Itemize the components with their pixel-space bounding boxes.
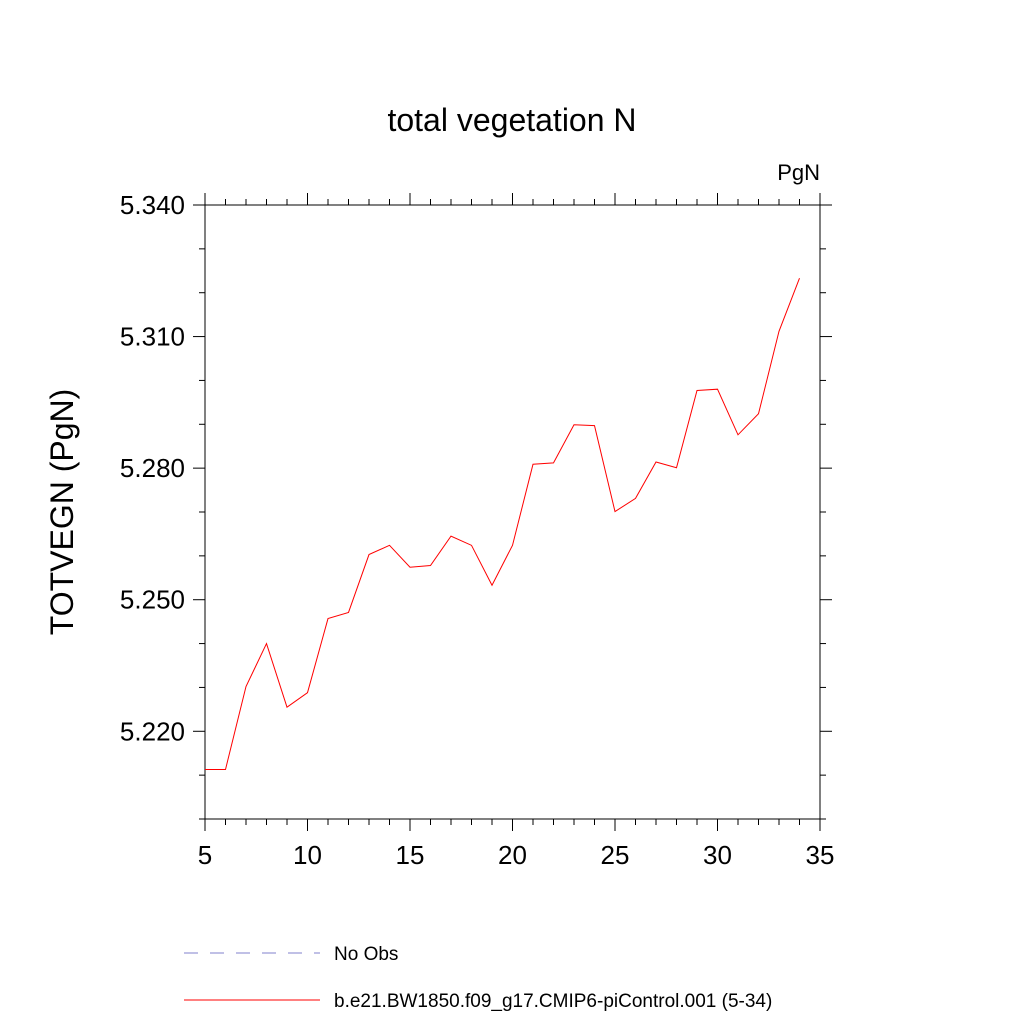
x-tick-label: 30 (703, 840, 732, 870)
y-tick-label: 5.340 (120, 190, 185, 220)
x-tick-label: 10 (293, 840, 322, 870)
axis-ticks (193, 193, 832, 831)
legend: No Obs b.e21.BW1850.f09_g17.CMIP6-piContr… (184, 944, 772, 1012)
x-tick-label: 25 (601, 840, 630, 870)
y-tick-label: 5.280 (120, 453, 185, 483)
y-tick-label: 5.220 (120, 716, 185, 746)
chart-title: total vegetation N (387, 102, 636, 138)
x-tick-label: 15 (396, 840, 425, 870)
plot-frame (204, 204, 821, 820)
y-tick-label: 5.250 (120, 585, 185, 615)
axis-tick-labels: 5 10 15 20 25 30 35 5.220 5.250 5.280 5.310 5.340 (120, 190, 835, 870)
series-line (205, 278, 800, 770)
x-tick-label: 35 (806, 840, 835, 870)
y-axis-label: TOTVEGN (PgN) (44, 389, 80, 636)
legend-label: No Obs (334, 944, 398, 965)
y-tick-label: 5.310 (120, 322, 185, 352)
series-layer (205, 278, 800, 770)
units-label: PgN (777, 160, 820, 185)
x-tick-label: 20 (498, 840, 527, 870)
x-tick-label: 5 (198, 840, 212, 870)
legend-label: b.e21.BW1850.f09_g17.CMIP6-piControl.001… (334, 991, 772, 1012)
